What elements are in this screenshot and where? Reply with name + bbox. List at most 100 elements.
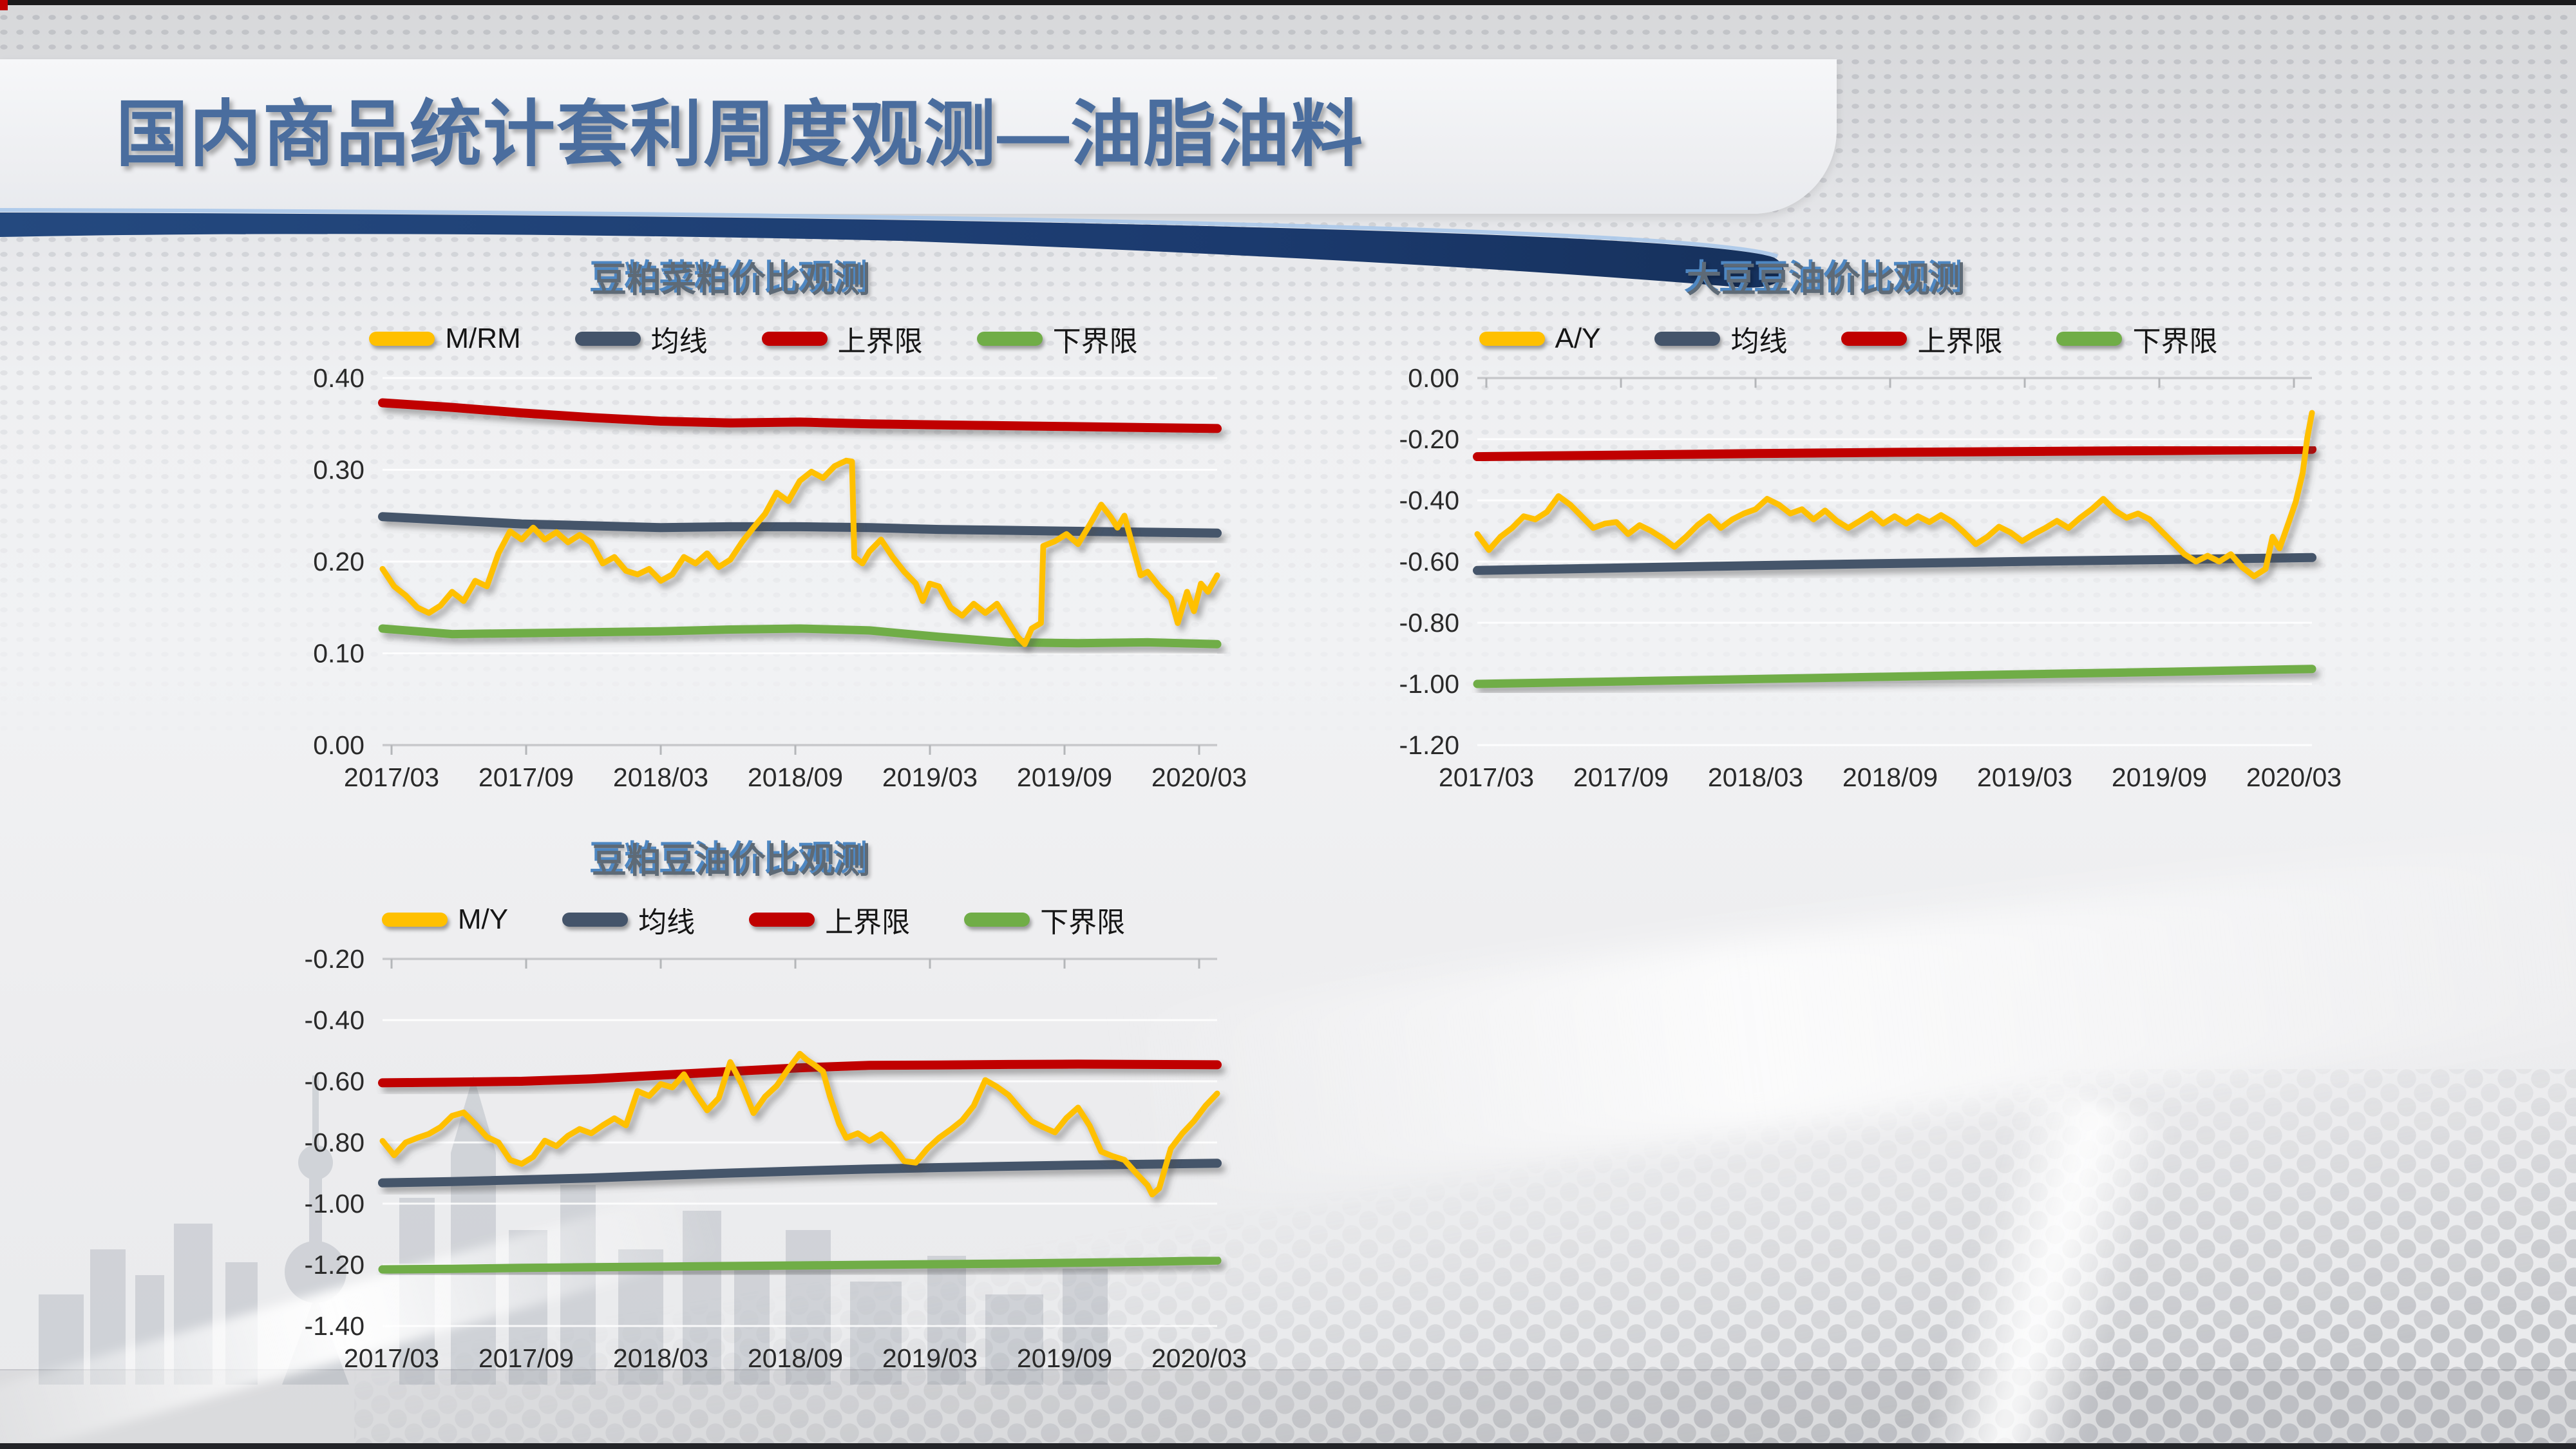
legend-swatch: [749, 913, 815, 927]
legend-item: A/Y: [1479, 323, 1601, 355]
legend-label: 下界限: [1052, 326, 1138, 357]
slide-title: 国内商品统计套利周度观测—油脂油料: [116, 94, 1364, 175]
y-tick-label: 0.20: [313, 547, 365, 576]
x-tick-label: 2018/09: [748, 1343, 843, 1373]
legend-swatch: [369, 332, 435, 346]
chart-legend: M/RM 均线 上界限 下界限: [277, 318, 1230, 359]
y-tick-label: -0.60: [305, 1066, 365, 1096]
x-tick-label: 2019/03: [882, 762, 978, 792]
series-A/Y: [1474, 410, 2315, 580]
x-tick-label: 2017/09: [478, 1343, 574, 1373]
x-tick-label: 2017/09: [1573, 762, 1669, 792]
x-tick-label: 2018/09: [748, 762, 843, 792]
chart-legend: M/Y 均线 上界限 下界限: [277, 899, 1230, 940]
x-tick-label: 2018/09: [1842, 762, 1938, 792]
x-tick-label: 2020/03: [1151, 762, 1247, 792]
y-tick-label: -0.40: [1399, 486, 1459, 515]
y-tick-label: -1.20: [1399, 730, 1459, 760]
legend-swatch: [976, 332, 1043, 346]
x-tick-label: 2018/03: [1708, 762, 1803, 792]
x-tick-label: 2017/03: [344, 1343, 439, 1373]
x-tick-label: 2018/03: [613, 762, 708, 792]
series-下界限: [378, 624, 1222, 649]
legend-item: 下界限: [976, 318, 1138, 359]
y-tick-label: -0.20: [305, 944, 365, 974]
series-均线: [378, 1159, 1222, 1188]
legend-swatch: [1479, 332, 1545, 346]
legend-swatch: [2056, 332, 2123, 346]
legend-item: M/Y: [381, 904, 509, 936]
x-tick-label: 2017/09: [478, 762, 574, 792]
y-tick-label: -1.00: [305, 1189, 365, 1218]
series-均线: [1473, 553, 2316, 575]
legend-label: M/RM: [445, 323, 521, 354]
legend-item: 下界限: [964, 899, 1125, 940]
y-tick-label: -1.00: [1399, 669, 1459, 699]
legend-item: 上界限: [749, 899, 910, 940]
chart-title: 豆粕菜粕价比观测: [592, 261, 870, 299]
legend-label: 上界限: [825, 907, 911, 938]
series-下界限: [1473, 665, 2316, 688]
y-tick-label: -0.60: [1399, 547, 1459, 576]
legend-item: 均线: [562, 899, 695, 940]
legend-label: 下界限: [2132, 326, 2218, 357]
y-tick-label: -0.80: [305, 1128, 365, 1157]
legend-label: 下界限: [1040, 907, 1126, 938]
y-tick-label: -0.40: [305, 1005, 365, 1035]
legend-label: 上界限: [1917, 326, 2003, 357]
legend-label: M/Y: [457, 904, 509, 935]
top-edge-strip: [0, 0, 2576, 5]
series-均线: [378, 512, 1222, 538]
legend-item: 上界限: [761, 318, 923, 359]
x-tick-label: 2019/03: [882, 1343, 978, 1373]
legend-item: 均线: [1654, 318, 1787, 359]
series-下界限: [378, 1256, 1222, 1274]
legend-item: 均线: [574, 318, 708, 359]
y-tick-label: 0.00: [1408, 363, 1459, 393]
legend-swatch: [1841, 332, 1908, 346]
y-tick-label: -0.20: [1399, 424, 1459, 454]
bottom-edge-strip: [0, 1443, 2576, 1449]
series-上界限: [1473, 444, 2316, 462]
chart-meal-oil-ratio: 豆粕豆油价比观测 M/Y 均线 上界限 下界限 -0.20 -0.40 -0.60 -0.8…: [258, 824, 1249, 1378]
chart-meal-rapeseed-ratio: 豆粕菜粕价比观测 M/RM 均线 上界限 下界限 0.40 0.30 0.20 0.10 0.…: [258, 243, 1249, 797]
halftone-dots-pattern: [354, 1069, 2576, 1449]
y-tick-label: -0.80: [1399, 608, 1459, 638]
legend-swatch: [381, 913, 448, 927]
chart-soybean-oil-ratio: 大豆豆油价比观测 A/Y 均线 上界限 下界限 0.00 -0.20 -0.40 -0.60…: [1352, 243, 2344, 797]
legend-swatch: [562, 913, 629, 927]
chart-legend: A/Y 均线 上界限 下界限: [1372, 318, 2325, 359]
legend-item: 下界限: [2056, 318, 2217, 359]
x-tick-label: 2020/03: [1151, 1343, 1247, 1373]
x-tick-label: 2017/03: [344, 762, 439, 792]
title-underline-bar: [0, 208, 1784, 288]
x-tick-label: 2017/03: [1439, 762, 1534, 792]
x-tick-label: 2019/09: [1017, 1343, 1112, 1373]
chart-plot: 0.00-0.20-0.40-0.60-0.80-1.00-1.202017/0…: [1399, 363, 2342, 792]
legend-swatch: [574, 332, 641, 346]
legend-swatch: [964, 913, 1030, 927]
legend-label: 均线: [650, 326, 708, 357]
chart-plot: -0.20-0.40-0.60-0.80-1.00-1.20-1.402017/…: [305, 944, 1247, 1373]
x-tick-label: 2020/03: [2246, 762, 2342, 792]
series-M/Y: [379, 1050, 1220, 1198]
y-tick-label: -1.40: [305, 1311, 365, 1341]
y-tick-label: 0.00: [313, 730, 365, 760]
title-banner: [0, 59, 1837, 214]
legend-swatch: [761, 332, 828, 346]
legend-label: 均线: [638, 907, 696, 938]
series-上界限: [378, 398, 1222, 433]
x-tick-label: 2019/03: [1977, 762, 2072, 792]
legend-label: A/Y: [1555, 323, 1601, 354]
chart-title: 大豆豆油价比观测: [1687, 261, 1965, 299]
series-上界限: [378, 1059, 1222, 1088]
x-tick-label: 2019/09: [2112, 762, 2207, 792]
bottom-gray-band: [0, 1369, 2576, 1446]
legend-swatch: [1654, 332, 1721, 346]
x-tick-label: 2019/09: [1017, 762, 1112, 792]
legend-item: 上界限: [1841, 318, 2002, 359]
y-tick-label: 0.30: [313, 455, 365, 485]
y-tick-label: -1.20: [305, 1250, 365, 1280]
legend-label: 均线: [1730, 326, 1788, 357]
